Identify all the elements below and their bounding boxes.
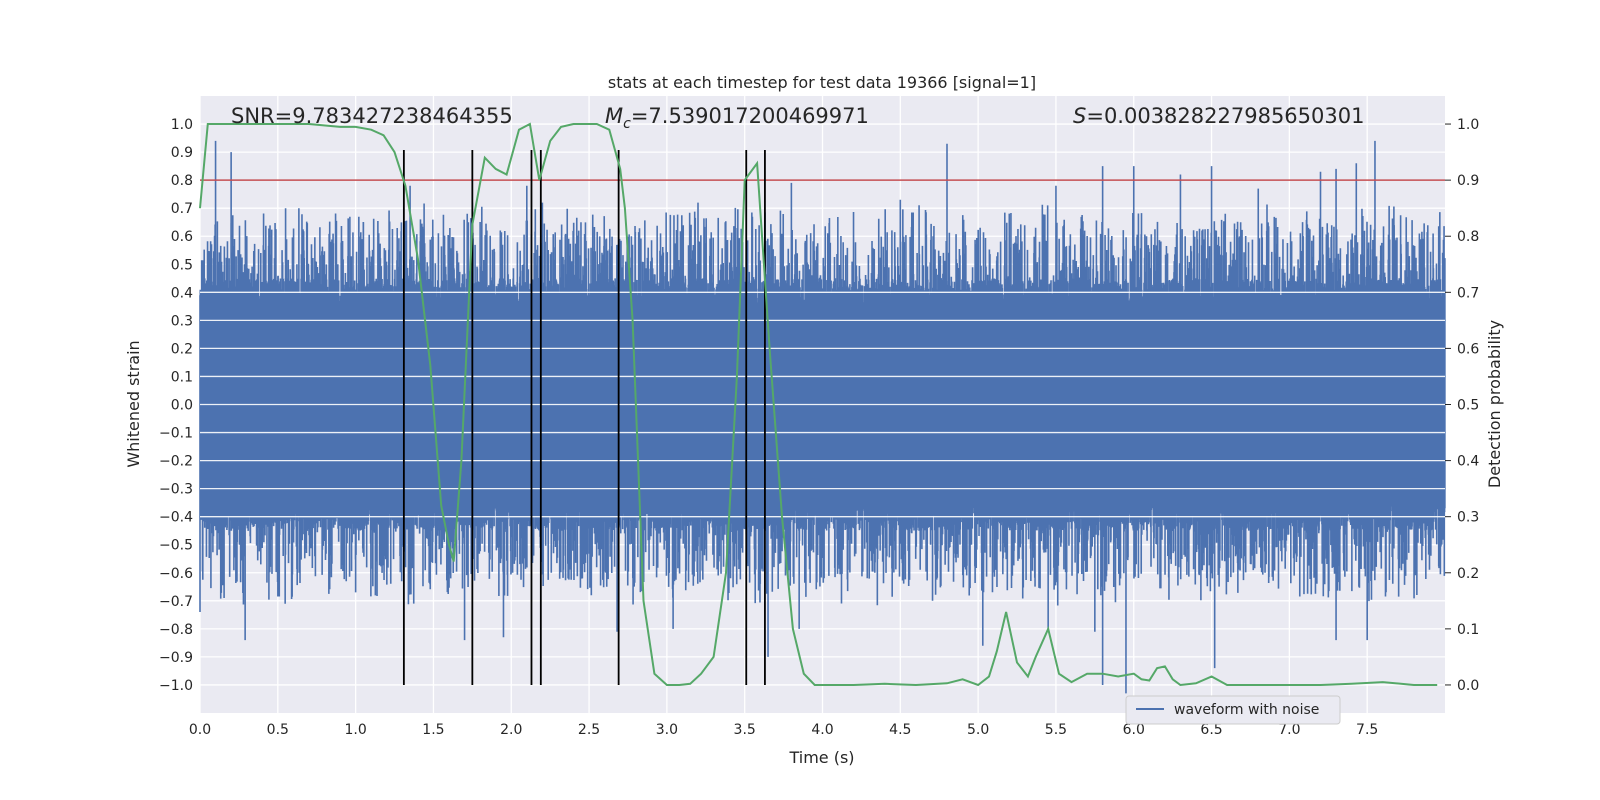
s-symbol: S — [1073, 104, 1086, 128]
y2-tick-label: 0.6 — [1457, 341, 1479, 357]
probability-line — [199, 122, 1438, 687]
y-tick-labels: −1.0 −0.9 −0.8 −0.7 −0.6 −0.5 −0.4 −0.3 −0.2 −0.1… — [159, 117, 193, 694]
legend: waveform with noise — [1125, 695, 1341, 725]
x-tick-label: 4.0 — [811, 722, 833, 738]
mc-annotation: Mc=7.539017200469971 — [605, 104, 869, 132]
x-tick-label: 1.5 — [422, 722, 444, 738]
y-tick-label: 0.7 — [171, 201, 193, 217]
y-tick-label: −0.7 — [159, 594, 193, 610]
legend-label: waveform with noise — [1174, 702, 1319, 718]
y2-tick-labels: 0.0 0.1 0.2 0.3 0.4 0.5 0.6 0.7 0.8 0.9 1.0 — [1445, 117, 1479, 694]
y-tick-label: 0.8 — [171, 173, 193, 189]
y-tick-label: 0.2 — [171, 341, 193, 357]
x-tick-label: 6.0 — [1123, 722, 1145, 738]
x-tick-label: 6.5 — [1200, 722, 1222, 738]
x-axis-label: Time (s) — [788, 748, 854, 767]
y-tick-label: −0.5 — [159, 538, 193, 554]
probability-series — [199, 122, 1438, 687]
y-tick-label: −0.3 — [159, 482, 193, 498]
x-tick-label: 7.0 — [1278, 722, 1300, 738]
y2-tick-label: 0.0 — [1457, 678, 1479, 694]
y2-tick-label: 1.0 — [1457, 117, 1479, 133]
x-tick-label: 2.5 — [578, 722, 600, 738]
y-tick-label: −0.2 — [159, 454, 193, 470]
y2-tick-label: 0.9 — [1457, 173, 1479, 189]
mc-symbol: M — [605, 104, 623, 128]
chart-title: stats at each timestep for test data 193… — [608, 73, 1036, 92]
y2-tick-label: 0.5 — [1457, 398, 1479, 414]
x-tick-label: 1.0 — [344, 722, 366, 738]
x-tick-label: 4.5 — [889, 722, 911, 738]
y2-tick-label: 0.1 — [1457, 622, 1479, 638]
y2-tick-label: 0.8 — [1457, 229, 1479, 245]
y-tick-label: 0.9 — [171, 145, 193, 161]
waveform-series — [199, 140, 1446, 694]
y-tick-label: 0.1 — [171, 369, 193, 385]
y2-tick-label: 0.3 — [1457, 510, 1479, 526]
x-tick-label: 7.5 — [1356, 722, 1378, 738]
snr-annotation: SNR=9.783427238464355 — [231, 104, 513, 128]
x-tick-label: 3.5 — [734, 722, 756, 738]
x-tick-label: 5.0 — [967, 722, 989, 738]
x-tick-label: 3.0 — [656, 722, 678, 738]
x-tick-labels: 0.0 0.5 1.0 1.5 2.0 2.5 3.0 3.5 4.0 4.5 5.0 5.5 6.0 6… — [189, 722, 1378, 738]
s-annotation: S=0.003828227985650301 — [1073, 104, 1364, 128]
y-tick-label: 0.4 — [171, 285, 193, 301]
y-tick-label: −0.9 — [159, 650, 193, 666]
x-tick-label: 5.5 — [1045, 722, 1067, 738]
s-value: =0.003828227985650301 — [1086, 104, 1364, 128]
mc-subscript: c — [623, 116, 631, 132]
x-tick-label: 2.0 — [500, 722, 522, 738]
y2-axis-label: Detection probability — [1485, 320, 1504, 488]
y-tick-label: −0.6 — [159, 566, 193, 582]
y-tick-label: −1.0 — [159, 678, 193, 694]
x-tick-label: 0.0 — [189, 722, 211, 738]
y-tick-label: −0.4 — [159, 510, 193, 526]
y-tick-label: 0.6 — [171, 229, 193, 245]
y-tick-label: 1.0 — [171, 117, 193, 133]
y-axis-label: Whitened strain — [124, 340, 143, 467]
legend-box — [1125, 695, 1341, 725]
mc-value: =7.539017200469971 — [631, 104, 869, 128]
y2-tick-label: 0.7 — [1457, 285, 1479, 301]
y2-tick-label: 0.4 — [1457, 454, 1479, 470]
y2-tick-label: 0.2 — [1457, 566, 1479, 582]
y-tick-label: 0.3 — [171, 313, 193, 329]
y-tick-label: −0.8 — [159, 622, 193, 638]
y-tick-label: 0.0 — [171, 398, 193, 414]
y-tick-label: 0.5 — [171, 257, 193, 273]
x-tick-label: 0.5 — [267, 722, 289, 738]
y-tick-label: −0.1 — [159, 426, 193, 442]
